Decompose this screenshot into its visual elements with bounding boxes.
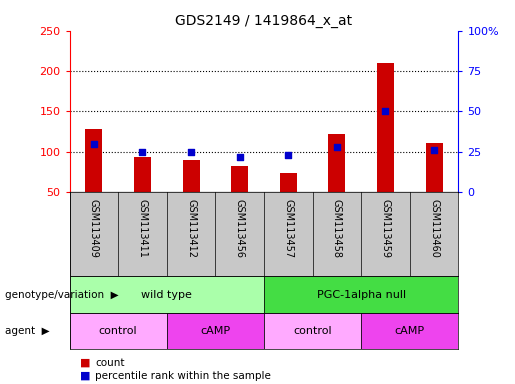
Text: wild type: wild type xyxy=(141,290,192,300)
Bar xyxy=(70,313,167,349)
Text: cAMP: cAMP xyxy=(200,326,230,336)
Text: GSM113412: GSM113412 xyxy=(186,199,196,258)
Text: cAMP: cAMP xyxy=(394,326,425,336)
Bar xyxy=(134,157,151,192)
Bar xyxy=(377,63,394,192)
Text: GSM113458: GSM113458 xyxy=(332,199,342,258)
Bar xyxy=(264,313,361,349)
Bar xyxy=(231,166,248,192)
Text: ■: ■ xyxy=(80,358,90,368)
Text: percentile rank within the sample: percentile rank within the sample xyxy=(95,371,271,381)
Text: genotype/variation  ▶: genotype/variation ▶ xyxy=(5,290,119,300)
Text: GSM113456: GSM113456 xyxy=(235,199,245,258)
Text: control: control xyxy=(99,326,138,336)
Text: agent  ▶: agent ▶ xyxy=(5,326,50,336)
Text: GSM113459: GSM113459 xyxy=(381,199,390,258)
Text: GSM113460: GSM113460 xyxy=(429,199,439,258)
Point xyxy=(235,154,244,160)
Point xyxy=(139,149,147,155)
Text: GSM113457: GSM113457 xyxy=(283,199,293,258)
Point xyxy=(381,108,389,114)
Text: control: control xyxy=(293,326,332,336)
Bar xyxy=(280,173,297,192)
Text: PGC-1alpha null: PGC-1alpha null xyxy=(317,290,406,300)
Bar xyxy=(182,160,199,192)
Bar xyxy=(70,276,264,313)
Title: GDS2149 / 1419864_x_at: GDS2149 / 1419864_x_at xyxy=(176,14,352,28)
Point xyxy=(333,144,341,150)
Point xyxy=(187,149,195,155)
Point xyxy=(90,141,98,147)
Text: GSM113409: GSM113409 xyxy=(89,199,99,258)
Text: GSM113411: GSM113411 xyxy=(138,199,147,258)
Bar xyxy=(167,313,264,349)
Bar xyxy=(264,276,458,313)
Bar xyxy=(85,129,102,192)
Text: ■: ■ xyxy=(80,371,90,381)
Bar xyxy=(361,313,458,349)
Point xyxy=(430,147,438,153)
Text: count: count xyxy=(95,358,125,368)
Point xyxy=(284,152,293,158)
Bar xyxy=(329,134,346,192)
Bar xyxy=(425,143,442,192)
